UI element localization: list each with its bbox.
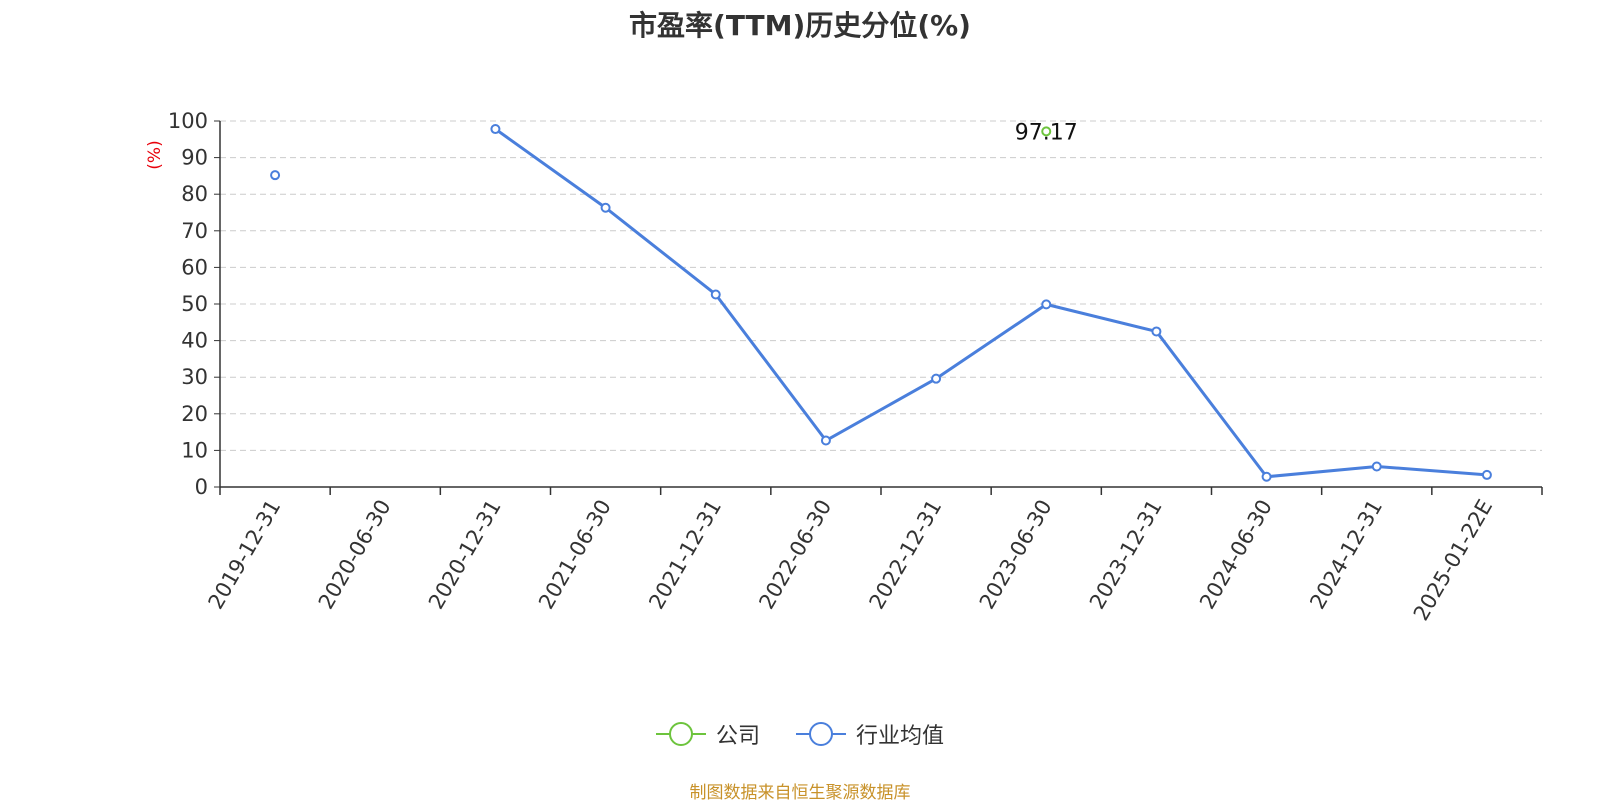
data-point[interactable] [600, 202, 611, 213]
legend: 公司 行业均值 [0, 718, 1600, 750]
data-point[interactable] [820, 435, 831, 446]
x-tick-label: 2020-06-30 [314, 496, 396, 614]
data-point[interactable] [1041, 126, 1052, 137]
axes: 0 10 20 30 40 50 60 70 80 90 100 2019-12-31 2020-06-… [168, 109, 1543, 625]
data-label: 97.17 [1015, 120, 1078, 145]
y-tick-label: 20 [181, 402, 208, 426]
y-tick-label: 60 [181, 255, 208, 279]
y-tick-label: 100 [168, 109, 208, 133]
series-0: 97.17 [1015, 120, 1078, 145]
y-tick-label: 90 [181, 146, 208, 170]
data-point[interactable] [710, 289, 721, 300]
y-tick-label: 10 [181, 438, 208, 462]
y-tick-label: 40 [181, 329, 208, 353]
legend-item-industry-avg[interactable]: 行业均值 [796, 718, 944, 750]
data-point[interactable] [1371, 461, 1382, 472]
legend-line-circle-icon [796, 722, 846, 746]
x-tick-label: 2021-06-30 [534, 496, 616, 614]
x-tick-label: 2020-12-31 [424, 495, 506, 613]
x-tick-label: 2023-12-31 [1085, 496, 1167, 614]
y-tick-label: 50 [181, 292, 208, 316]
data-point[interactable] [270, 170, 281, 181]
x-tick-label: 2023-06-30 [975, 496, 1057, 614]
chart-title: 市盈率(TTM)历史分位(%) [629, 9, 971, 42]
x-tick-label: 2024-12-31 [1305, 496, 1387, 614]
y-tick-label: 0 [195, 475, 208, 499]
series: 97.17 [270, 120, 1492, 482]
legend-line-circle-icon [655, 722, 706, 746]
y-axis-label: (%) [145, 140, 165, 169]
legend-label-industry-avg: 行业均值 [856, 724, 945, 749]
y-tick-label: 30 [181, 365, 208, 389]
source-note: 制图数据来自恒生聚源数据库 [689, 783, 911, 803]
x-tick-label: 2022-12-31 [865, 495, 947, 613]
legend-item-company[interactable]: 公司 [655, 718, 760, 750]
data-point[interactable] [931, 373, 942, 384]
x-tick-label: 2022-06-30 [754, 496, 836, 614]
data-point[interactable] [1041, 299, 1052, 310]
series-line [494, 127, 1488, 479]
x-tick-label: 2024-06-30 [1195, 496, 1277, 614]
data-point[interactable] [490, 124, 501, 135]
y-tick-label: 80 [181, 182, 208, 206]
x-tick-label: 2021-12-31 [644, 496, 726, 614]
data-point[interactable] [1151, 326, 1162, 337]
legend-label-company: 公司 [715, 724, 760, 749]
x-tick-label: 2019-12-31 [204, 496, 286, 614]
y-tick-label: 70 [181, 219, 208, 243]
series-1 [270, 124, 1492, 482]
data-point[interactable] [1261, 471, 1272, 482]
grid-lines [220, 120, 1542, 451]
x-tick-label: 2025-01-22E [1409, 496, 1497, 625]
data-point[interactable] [1481, 469, 1492, 480]
